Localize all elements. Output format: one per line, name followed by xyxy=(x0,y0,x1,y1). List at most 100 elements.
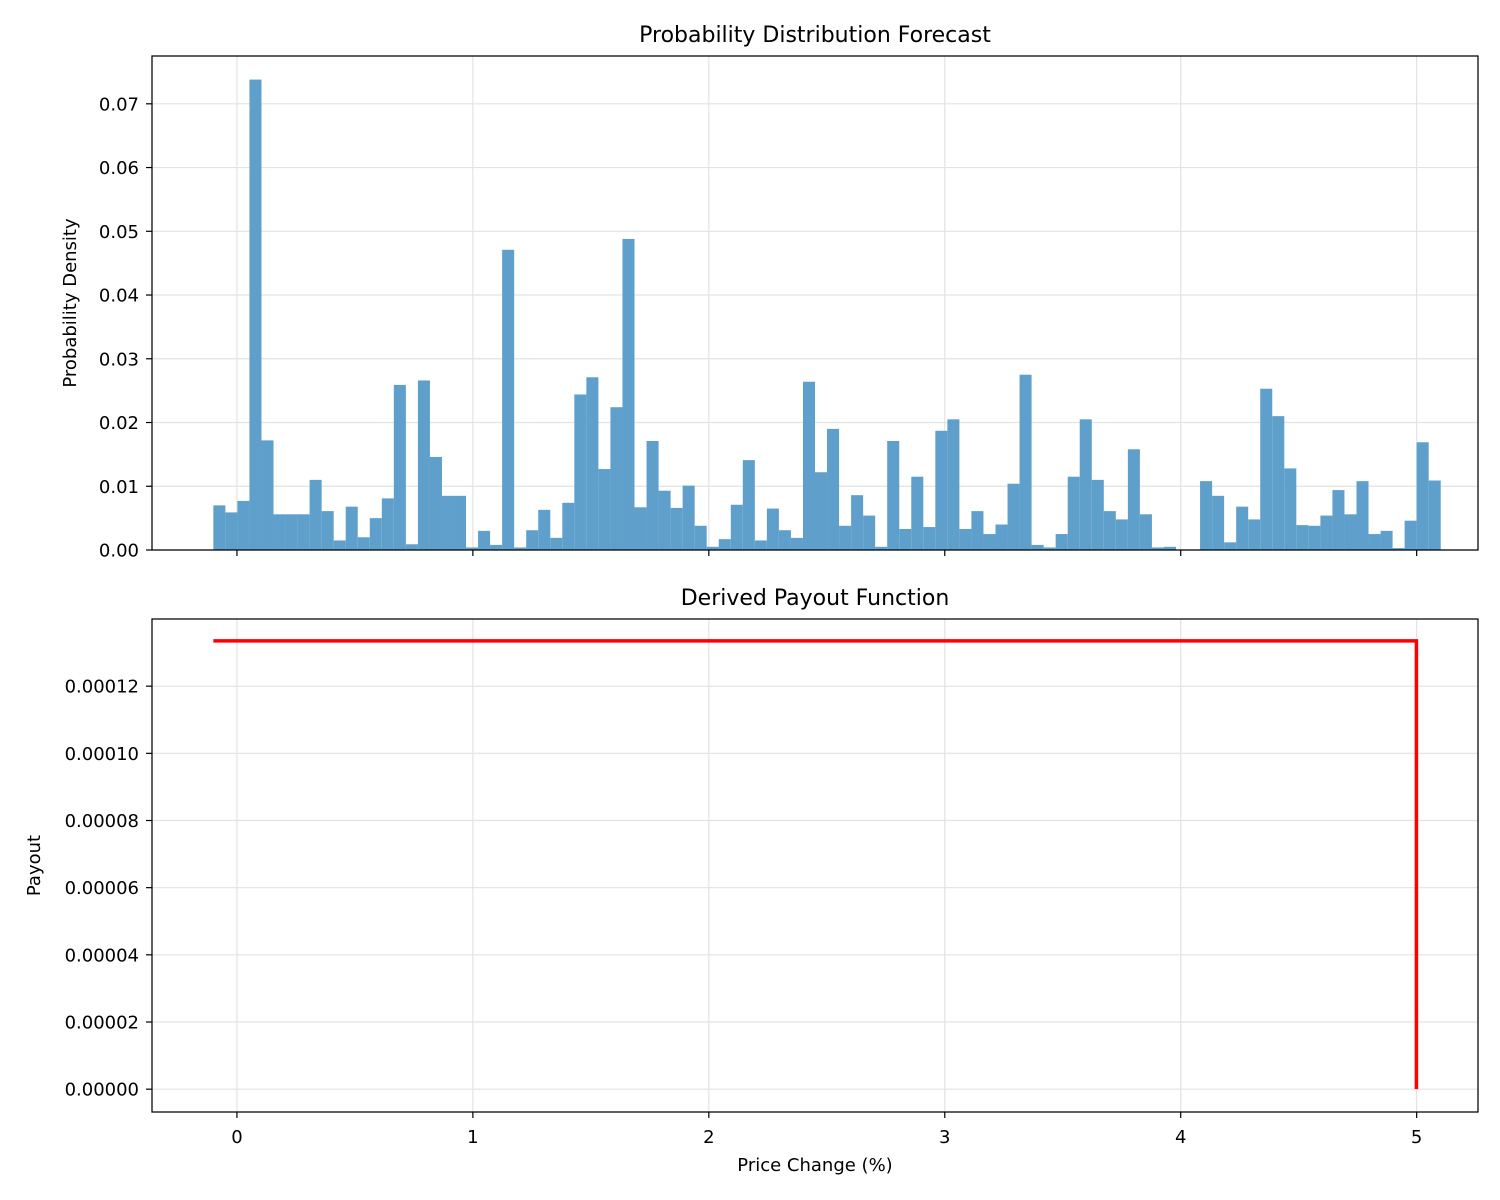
histogram-bar xyxy=(1103,511,1116,550)
histogram-bar xyxy=(875,546,888,550)
y-tick-label: 0.05 xyxy=(99,222,139,243)
histogram-bar xyxy=(1200,481,1213,550)
histogram-bar xyxy=(971,511,984,550)
x-tick-label: 1 xyxy=(467,1127,478,1148)
histogram-bar xyxy=(658,490,671,550)
histogram-bar xyxy=(1272,416,1285,550)
histogram-bar xyxy=(478,530,491,550)
y-tick-label: 0.03 xyxy=(99,349,139,370)
histogram-bar xyxy=(947,419,960,550)
histogram-bar xyxy=(598,469,611,550)
histogram-bar xyxy=(1031,544,1044,550)
x-tick-label: 0 xyxy=(231,1127,242,1148)
histogram-bar xyxy=(766,508,779,550)
x-tick-label: 3 xyxy=(939,1127,950,1148)
histogram-bar xyxy=(1007,483,1020,550)
y-tick-label: 0.00010 xyxy=(65,744,139,765)
histogram-bar xyxy=(718,539,731,550)
payout-axes-frame xyxy=(151,618,1479,1113)
y-tick-label: 0.00 xyxy=(99,541,139,562)
histogram-bar xyxy=(550,537,563,550)
histogram-bar xyxy=(1091,479,1104,550)
histogram-bar xyxy=(429,456,442,550)
histogram-bar xyxy=(1356,481,1369,550)
histogram-bar xyxy=(345,506,358,550)
histogram-bar xyxy=(502,249,515,550)
histogram-bar xyxy=(225,512,238,550)
histogram-bar xyxy=(526,530,539,550)
y-tick-label: 0.04 xyxy=(99,286,139,307)
histogram-bar xyxy=(381,498,394,550)
payout-title: Derived Payout Function xyxy=(681,586,950,611)
histogram-bar xyxy=(1296,525,1309,550)
histogram-bar xyxy=(514,547,527,550)
histogram-bar xyxy=(309,479,322,550)
y-tick-label: 0.00012 xyxy=(65,677,139,698)
histogram-bar xyxy=(730,504,743,550)
histogram-bar xyxy=(417,380,430,550)
histogram-bar xyxy=(1284,468,1297,550)
histogram-bar xyxy=(1019,374,1032,550)
histogram-bar xyxy=(1139,514,1152,550)
histogram-bar xyxy=(754,540,767,550)
histogram-bar xyxy=(1332,490,1345,550)
histogram-bar xyxy=(622,238,635,550)
x-tick-label: 4 xyxy=(1175,1127,1186,1148)
histogram-bar xyxy=(790,537,803,550)
histogram-bar xyxy=(1224,542,1237,550)
histogram-bar xyxy=(646,441,659,550)
histogram-axes-frame xyxy=(151,55,1479,551)
histogram-bar xyxy=(911,476,924,550)
histogram-bar xyxy=(1115,519,1128,550)
histogram-bar xyxy=(1320,515,1333,550)
histogram-bar xyxy=(405,544,418,550)
histogram-panel: 0.00 0.01 0.02 0.03 0.04 0.05 0.06 0.07 Probabi… xyxy=(60,23,1479,562)
histogram-bar xyxy=(261,440,274,550)
histogram-bar xyxy=(1248,519,1261,550)
histogram-ticks: 0.00 0.01 0.02 0.03 0.04 0.05 0.06 0.07 xyxy=(99,94,1418,562)
histogram-bar xyxy=(297,514,310,550)
histogram-bar xyxy=(1428,480,1441,550)
y-tick-label: 0.01 xyxy=(99,477,139,498)
histogram-bar xyxy=(586,377,599,550)
payout-line xyxy=(213,639,1419,1090)
histogram-bar xyxy=(466,547,479,550)
histogram-bar xyxy=(441,495,455,550)
histogram-bar xyxy=(1260,388,1273,550)
histogram-bar xyxy=(538,509,551,550)
histogram-bar xyxy=(995,524,1008,550)
y-tick-label: 0.07 xyxy=(99,94,139,115)
histogram-bar xyxy=(393,384,406,550)
histogram-bar xyxy=(827,428,840,550)
histogram-bar xyxy=(1416,442,1429,550)
histogram-bar xyxy=(887,441,900,550)
y-tick-label: 0.00004 xyxy=(65,945,139,966)
histogram-bar xyxy=(454,495,467,550)
histogram-bar xyxy=(333,540,346,550)
histogram-bar xyxy=(706,546,719,550)
histogram-bar xyxy=(923,527,936,550)
histogram-bar xyxy=(562,502,575,550)
histogram-title: Probability Distribution Forecast xyxy=(639,23,991,48)
histogram-bar xyxy=(357,537,370,550)
histogram-bar xyxy=(815,472,828,550)
histogram-bar xyxy=(935,430,948,550)
histogram-bar xyxy=(1236,506,1249,550)
histogram-bar xyxy=(1163,546,1176,550)
histogram-bar xyxy=(1308,525,1321,550)
histogram-bar xyxy=(285,514,298,550)
histogram-bar xyxy=(574,394,587,550)
payout-panel: 0 1 2 3 4 5 0.00000 0.00002 0.00004 0.00006 0.0000… xyxy=(24,586,1479,1176)
histogram-bar xyxy=(1344,514,1357,550)
histogram-bar xyxy=(369,518,382,550)
histogram-bar xyxy=(899,528,912,550)
histogram-bar xyxy=(1151,547,1164,550)
histogram-bar xyxy=(1067,476,1080,550)
histogram-bar xyxy=(249,79,262,550)
histogram-bar xyxy=(1055,534,1068,550)
histogram-bar xyxy=(778,530,791,550)
histogram-bar xyxy=(694,525,707,550)
y-tick-label: 0.06 xyxy=(99,158,139,179)
histogram-bar xyxy=(682,485,695,550)
